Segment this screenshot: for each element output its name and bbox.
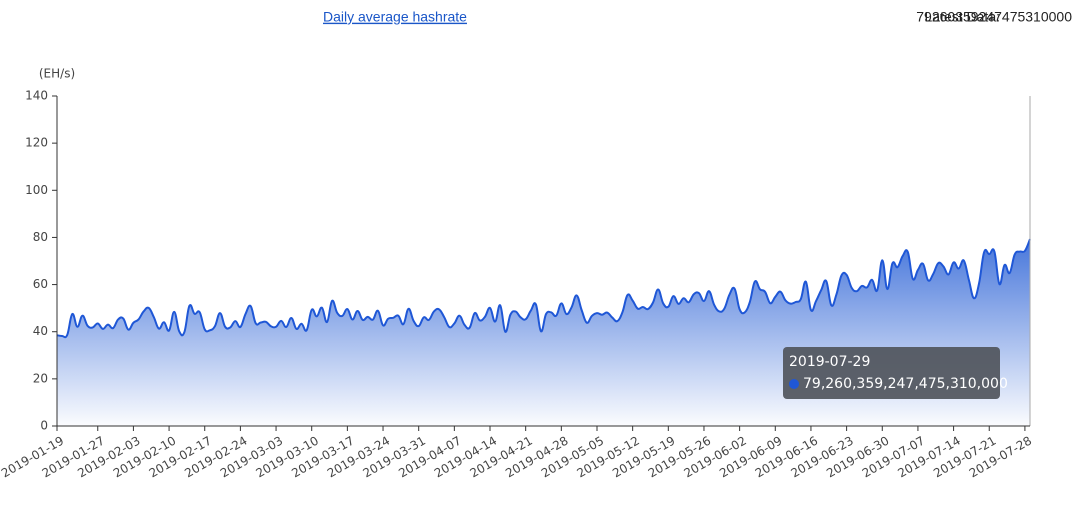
y-tick-label: 140 — [25, 89, 48, 103]
tooltip-value: 79,260,359,247,475,310,000 — [803, 376, 1008, 392]
tooltip-date: 2019-07-29 — [789, 354, 870, 370]
tooltip-box — [783, 347, 1000, 399]
y-unit: (EH/s) — [39, 67, 75, 81]
line — [56, 238, 1031, 339]
y-tick-label: 100 — [25, 183, 48, 197]
tooltip-dot — [789, 379, 799, 389]
y-tick-label: 80 — [33, 230, 48, 244]
tooltip: 2019-07-29 79,260,359,247,475,310,000 — [783, 347, 1008, 399]
y-tick-label: 60 — [33, 277, 48, 291]
latest-label: Latest Data: — [925, 9, 1001, 25]
latest-value: 79260359247475310000 — [916, 9, 1072, 25]
y-tick-label: 40 — [33, 324, 48, 338]
y-tick-label: 20 — [33, 371, 48, 385]
y-tick-label: 0 — [40, 419, 48, 433]
y-tick-label: 120 — [25, 136, 48, 150]
plot: 0204060801001201402019-01-192019-01-2720… — [0, 89, 1034, 481]
chart-title-link[interactable]: Daily average hashrate — [323, 9, 467, 25]
